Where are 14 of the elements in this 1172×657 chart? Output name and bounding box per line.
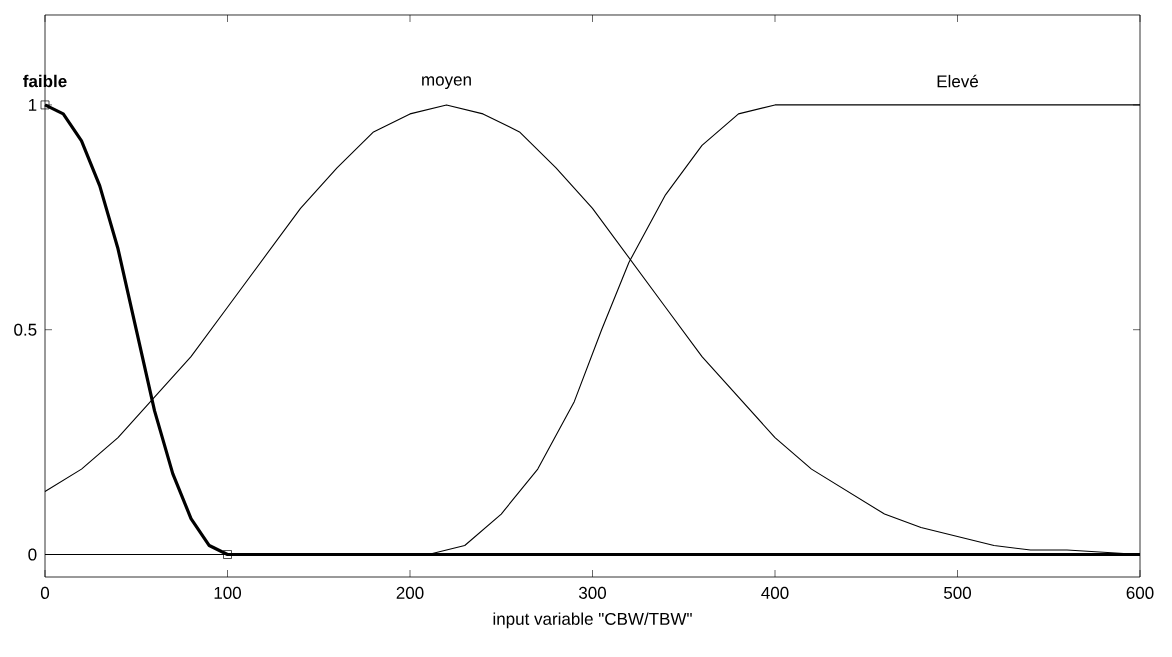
series-label: Elevé	[937, 74, 978, 88]
x-tick-label: 600	[1126, 586, 1154, 599]
y-tick-label: 0.5	[14, 323, 37, 336]
x-tick-label: 0	[40, 586, 50, 599]
x-tick-label: 500	[944, 586, 972, 599]
x-axis-title: input variable "CBW/TBW"	[493, 612, 692, 629]
y-tick-label: 1	[28, 99, 37, 111]
x-tick-label: 100	[214, 586, 242, 599]
x-tick-label: 400	[761, 586, 789, 599]
y-tick-label: 0	[28, 548, 37, 561]
x-tick-label: 200	[396, 586, 424, 599]
x-tick-label: 300	[578, 586, 607, 599]
series-label: faible	[23, 74, 67, 88]
series-label: moyen	[422, 76, 471, 90]
